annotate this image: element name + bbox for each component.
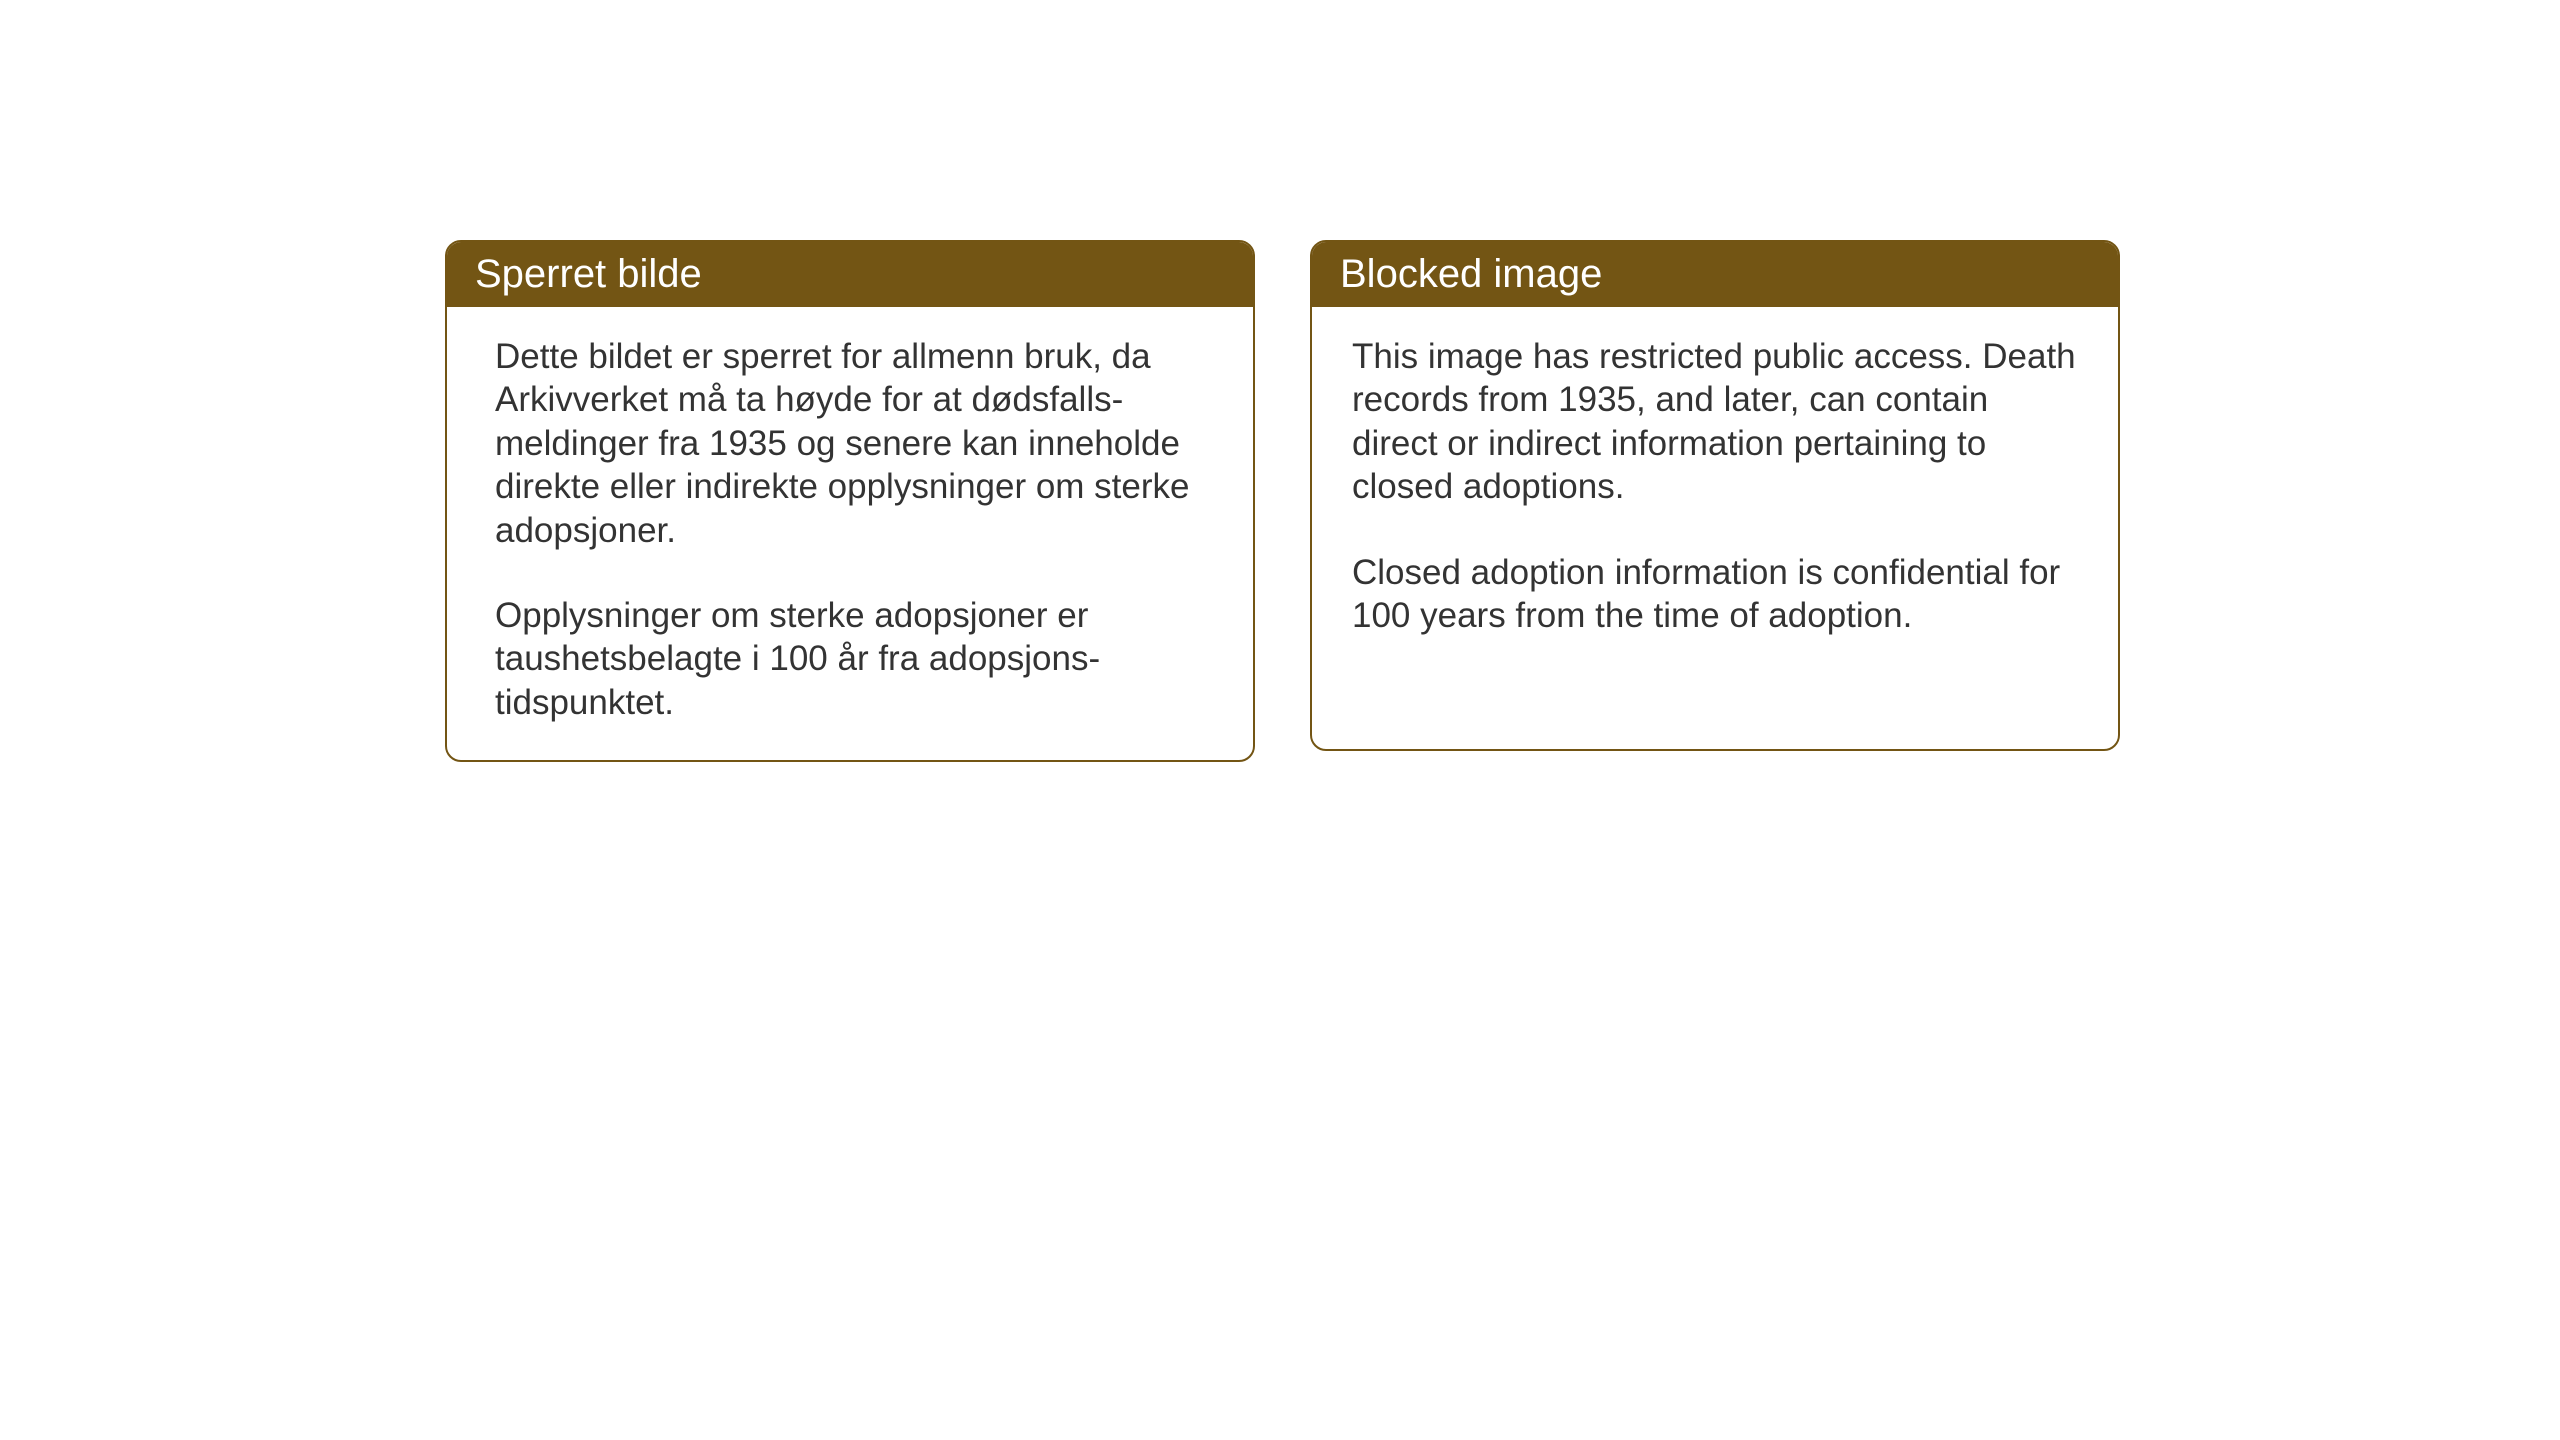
english-paragraph-1: This image has restricted public access.…	[1352, 335, 2078, 509]
english-card-title: Blocked image	[1312, 242, 2118, 307]
norwegian-paragraph-1: Dette bildet er sperret for allmenn bruk…	[495, 335, 1205, 552]
english-notice-card: Blocked image This image has restricted …	[1310, 240, 2120, 751]
norwegian-card-body: Dette bildet er sperret for allmenn bruk…	[447, 307, 1253, 760]
notice-cards-container: Sperret bilde Dette bildet er sperret fo…	[445, 240, 2120, 762]
norwegian-card-title: Sperret bilde	[447, 242, 1253, 307]
english-paragraph-2: Closed adoption information is confident…	[1352, 551, 2078, 638]
norwegian-notice-card: Sperret bilde Dette bildet er sperret fo…	[445, 240, 1255, 762]
english-card-body: This image has restricted public access.…	[1312, 307, 2118, 673]
norwegian-paragraph-2: Opplysninger om sterke adopsjoner er tau…	[495, 594, 1205, 724]
